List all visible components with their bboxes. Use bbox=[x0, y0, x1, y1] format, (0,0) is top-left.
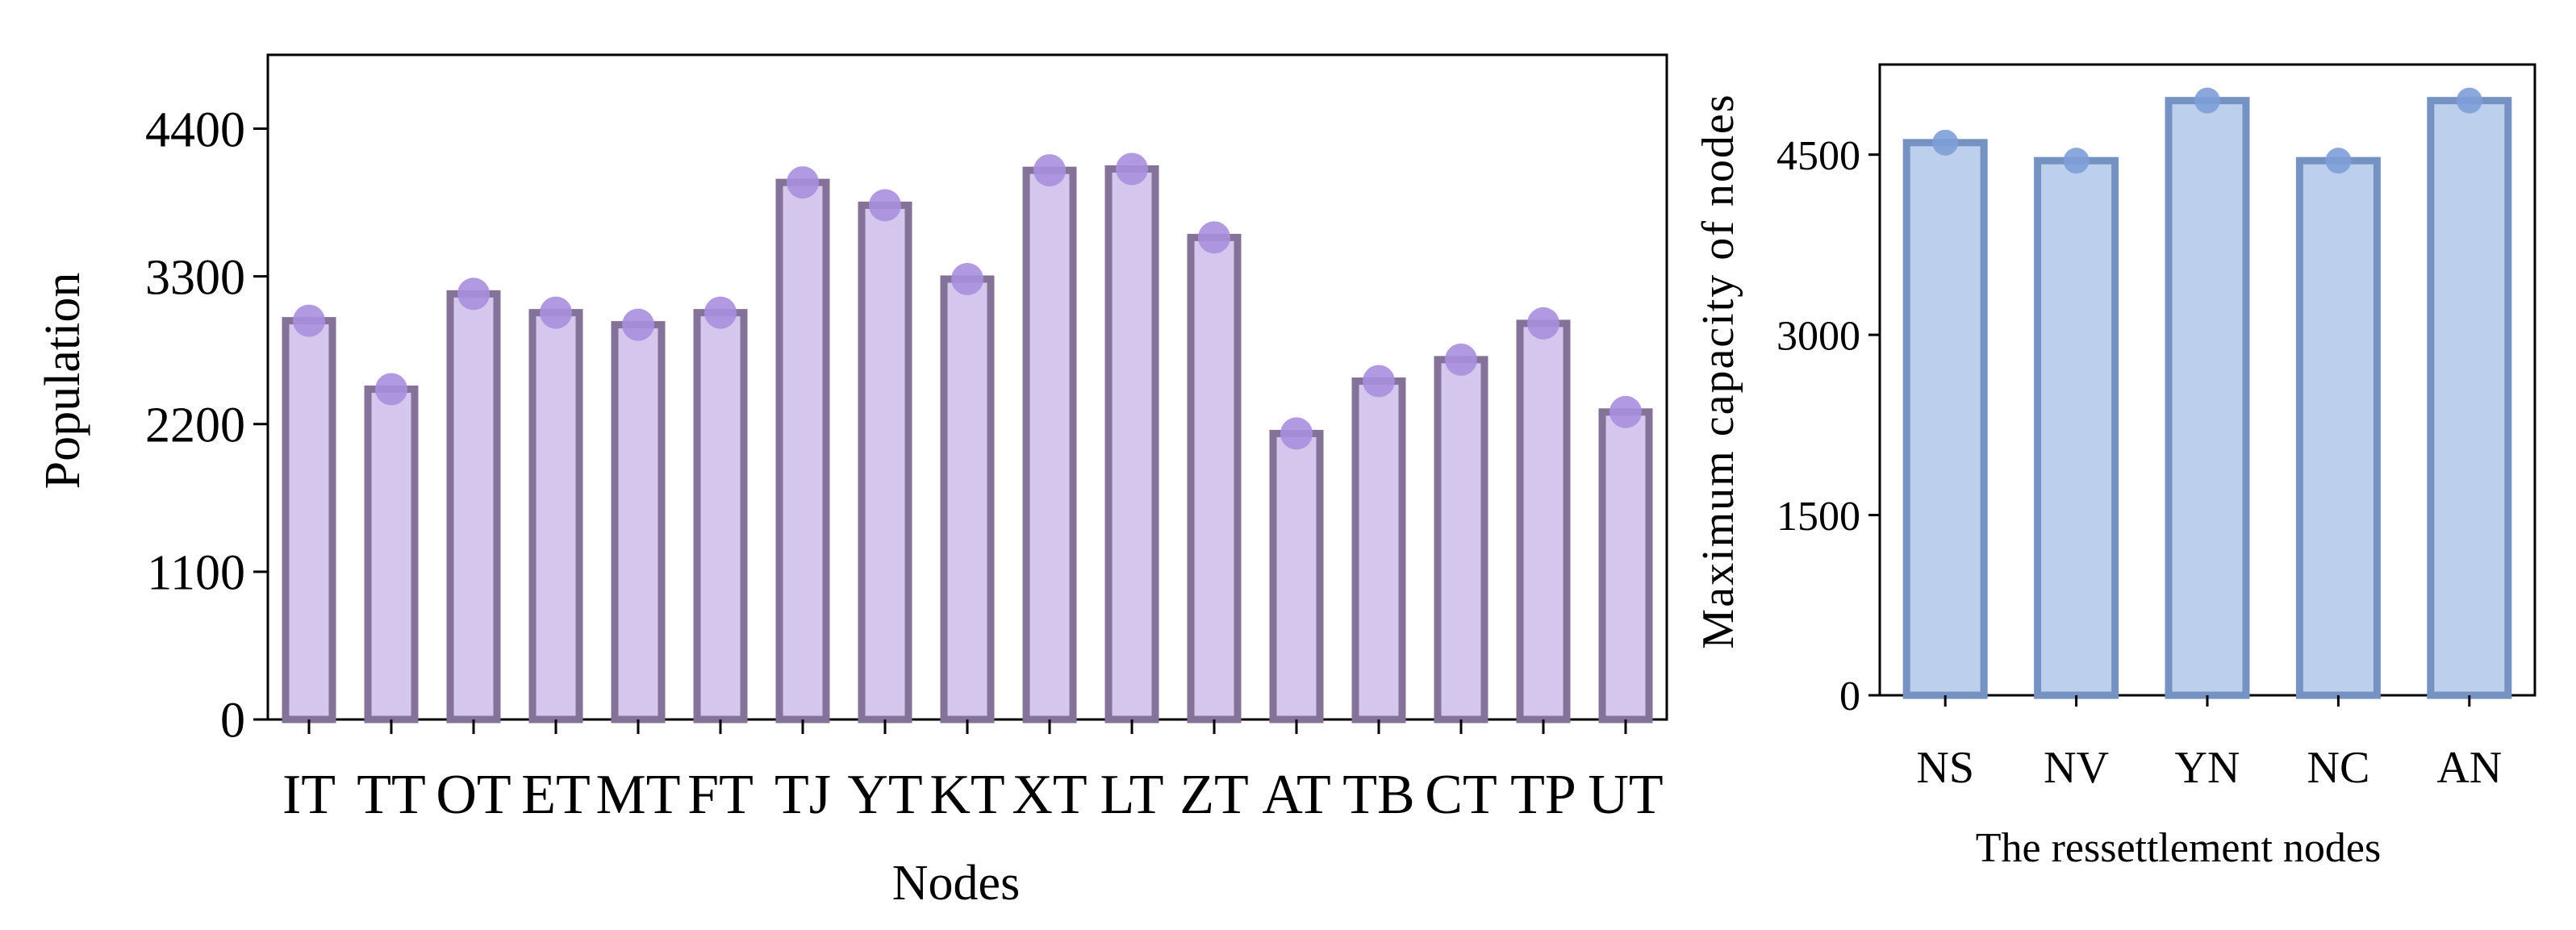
population-marker-mt bbox=[622, 308, 654, 341]
population-bar-at bbox=[1269, 429, 1324, 724]
population-bar-tt bbox=[364, 385, 419, 724]
capacity-marker-nv bbox=[2063, 148, 2090, 174]
population-y-tick-label: 4400 bbox=[145, 102, 245, 157]
population-marker-tb bbox=[1363, 365, 1395, 398]
population-bar-tb bbox=[1351, 377, 1406, 724]
population-x-tick-label: OT bbox=[436, 764, 511, 826]
capacity-bar-ns bbox=[1902, 139, 1988, 699]
capacity-markers bbox=[1932, 87, 2482, 174]
capacity-y-axis-title: Maximum capacity of nodes bbox=[1693, 93, 1743, 648]
capacity-y-tick-label: 4500 bbox=[1776, 133, 1860, 179]
population-x-tick-label: UT bbox=[1588, 764, 1663, 826]
population-marker-et bbox=[540, 296, 572, 329]
population-x-tick-label: ET bbox=[521, 764, 591, 826]
population-chart: 0 1100 2200 3300 4400 IT TT OT ET MT FT TJ YT KT XT LT… bbox=[35, 53, 1668, 911]
capacity-marker-ns bbox=[1932, 129, 1959, 156]
population-x-axis-title: Nodes bbox=[892, 856, 1020, 911]
population-x-tick-label: YT bbox=[847, 764, 922, 826]
capacity-y-tick-label: 3000 bbox=[1776, 313, 1860, 359]
population-bar-tj bbox=[775, 178, 830, 724]
capacity-marker-yn bbox=[2194, 87, 2220, 114]
population-x-tick-label: ZT bbox=[1179, 764, 1249, 826]
capacity-x-tick-label: NV bbox=[2044, 743, 2109, 793]
population-x-tick-label: AT bbox=[1262, 764, 1331, 826]
population-marker-ut bbox=[1609, 395, 1642, 428]
capacity-y-tick-label: 1500 bbox=[1776, 494, 1860, 540]
capacity-y-ticks: 0 1500 3000 4500 bbox=[1776, 133, 1880, 719]
capacity-x-tick-label: NC bbox=[2307, 743, 2370, 793]
capacity-x-axis-title: The ressettlement nodes bbox=[1976, 825, 2382, 871]
population-x-tick-label: IT bbox=[282, 764, 336, 826]
population-marker-ct bbox=[1445, 343, 1477, 376]
population-marker-yt bbox=[869, 189, 901, 222]
population-marker-tj bbox=[787, 166, 819, 199]
population-y-tick-label: 3300 bbox=[145, 250, 245, 305]
capacity-marker-nc bbox=[2325, 148, 2352, 174]
capacity-bar-nc bbox=[2295, 156, 2381, 699]
capacity-bar-an bbox=[2427, 97, 2512, 699]
population-marker-tp bbox=[1527, 307, 1559, 340]
population-bar-mt bbox=[611, 321, 666, 724]
population-bar-ct bbox=[1434, 356, 1488, 724]
population-bar-ot bbox=[446, 290, 501, 724]
population-x-tick-label: TJ bbox=[774, 764, 831, 826]
population-bar-ut bbox=[1598, 408, 1653, 724]
population-x-tick-label: XT bbox=[1012, 764, 1087, 826]
population-x-tick-label: MT bbox=[596, 764, 681, 826]
population-bar-kt bbox=[940, 275, 995, 724]
population-x-tick-label: CT bbox=[1425, 764, 1497, 826]
capacity-marker-an bbox=[2456, 87, 2482, 114]
population-bar-zt bbox=[1187, 233, 1242, 724]
population-marker-ot bbox=[457, 277, 490, 311]
population-y-tick-label: 1100 bbox=[147, 546, 245, 601]
population-y-axis-title: Population bbox=[35, 273, 90, 490]
population-y-tick-label: 2200 bbox=[145, 398, 245, 452]
population-marker-at bbox=[1280, 417, 1313, 450]
population-marker-lt bbox=[1116, 152, 1148, 186]
capacity-x-ticks: NS NV YN NC AN bbox=[1916, 695, 2502, 793]
population-x-tick-label: TT bbox=[357, 764, 426, 826]
population-y-ticks: 0 1100 2200 3300 4400 bbox=[145, 102, 268, 749]
population-x-tick-label: TP bbox=[1510, 764, 1576, 826]
population-marker-zt bbox=[1198, 221, 1230, 254]
capacity-chart: 0 1500 3000 4500 NS NV YN NC AN The ressettleme… bbox=[1693, 63, 2536, 871]
population-marker-kt bbox=[951, 262, 983, 295]
capacity-y-tick-label: 0 bbox=[1839, 674, 1860, 719]
population-x-tick-label: KT bbox=[929, 764, 1004, 826]
population-y-tick-label: 0 bbox=[220, 694, 245, 749]
population-markers bbox=[293, 152, 1642, 450]
population-bars bbox=[282, 165, 1653, 724]
capacity-bars bbox=[1902, 97, 2512, 699]
capacity-bar-nv bbox=[2034, 156, 2119, 699]
population-x-ticks: IT TT OT ET MT FT TJ YT KT XT LT ZT AT TB CT TP UT bbox=[282, 719, 1664, 826]
population-bar-it bbox=[282, 317, 336, 724]
population-bar-et bbox=[528, 309, 583, 724]
capacity-x-tick-label: YN bbox=[2175, 743, 2240, 793]
population-marker-xt bbox=[1033, 154, 1066, 187]
population-x-tick-label: LT bbox=[1100, 764, 1163, 826]
population-bar-tp bbox=[1516, 319, 1571, 724]
population-x-tick-label: TB bbox=[1342, 764, 1414, 826]
population-x-tick-label: FT bbox=[687, 764, 754, 826]
capacity-x-tick-label: AN bbox=[2436, 743, 2502, 793]
population-bar-ft bbox=[693, 309, 748, 724]
population-marker-tt bbox=[375, 373, 407, 406]
population-marker-it bbox=[293, 304, 325, 337]
capacity-x-tick-label: NS bbox=[1916, 743, 1974, 793]
population-bar-yt bbox=[858, 201, 912, 724]
population-marker-ft bbox=[704, 296, 737, 329]
capacity-bar-yn bbox=[2165, 97, 2250, 699]
population-bar-xt bbox=[1022, 166, 1077, 724]
population-bar-lt bbox=[1104, 165, 1159, 724]
